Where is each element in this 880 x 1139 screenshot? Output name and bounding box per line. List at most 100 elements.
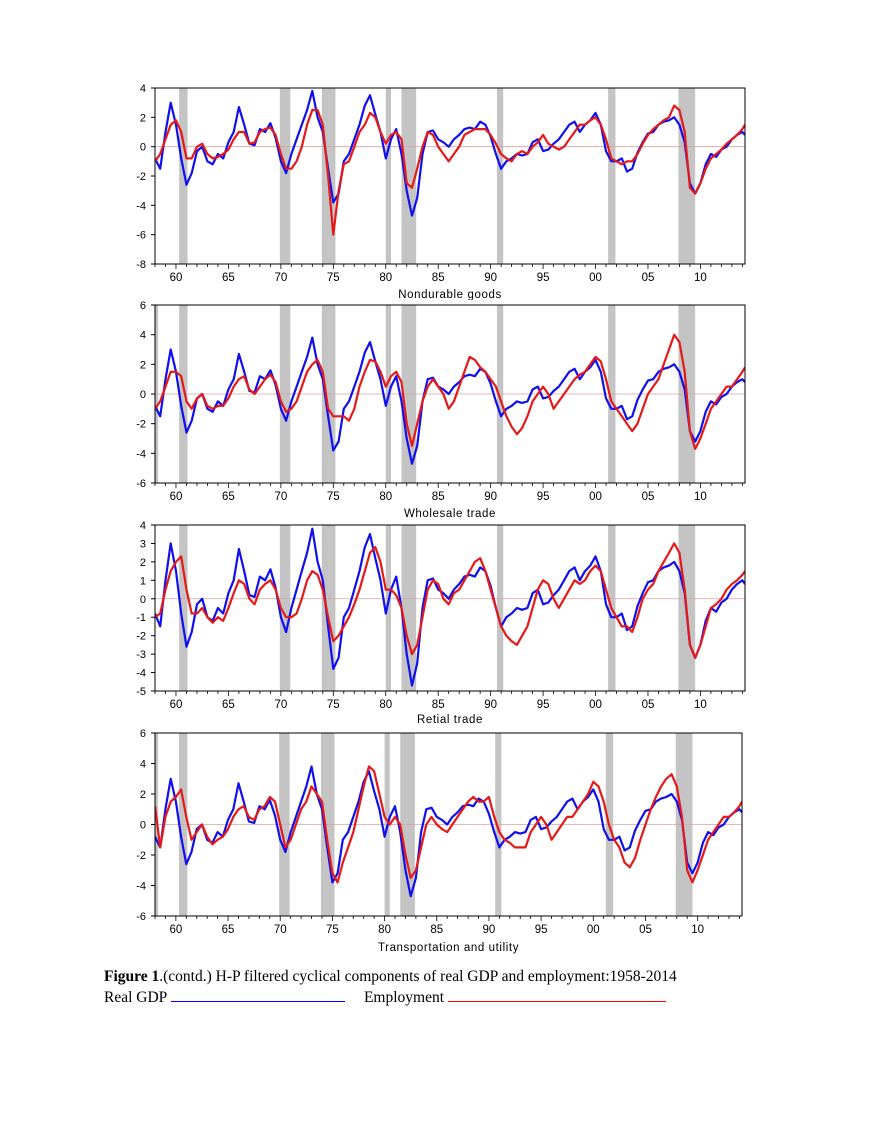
chart-wholesale-trade: 6 4 2 0 -2 -4 -6 60 65 70 75 80 85 90 95 00 05 10 Wholesal… <box>136 300 746 520</box>
x-tick-label: 80 <box>379 491 392 503</box>
y-tick-label: -5 <box>136 686 146 698</box>
series-line-real-gdp <box>155 89 745 217</box>
y-tick-label: 1 <box>140 575 146 587</box>
x-tick-label: 00 <box>587 924 600 936</box>
y-tick-label: -6 <box>136 230 146 242</box>
y-tick-label: -6 <box>136 478 146 490</box>
y-tick-label: -2 <box>136 419 146 431</box>
y-tick-label: -2 <box>136 171 146 183</box>
series-line-real-gdp <box>155 765 742 898</box>
x-tick-label: 80 <box>379 699 392 711</box>
x-tick-label: 60 <box>169 924 182 936</box>
series-line-employment <box>155 542 745 659</box>
y-tick-label: 2 <box>140 359 146 371</box>
x-tick-label: 10 <box>694 699 707 711</box>
series-line-employment <box>155 765 742 884</box>
recession-band-0 <box>179 525 188 691</box>
panel-label: Wholesale trade <box>404 508 496 520</box>
x-tick-label: 90 <box>484 699 497 711</box>
x-tick-label: 95 <box>537 699 550 711</box>
plot-frame <box>154 87 746 265</box>
x-tick-label: 85 <box>432 272 445 284</box>
recession-band-0 <box>179 88 188 264</box>
y-tick-label: 6 <box>140 300 146 312</box>
y-tick-label: -8 <box>136 259 146 271</box>
chart-transportation-utility: 6 4 2 0 -2 -4 -6 60 65 70 75 80 85 90 95 00 05 10 Transpor… <box>136 728 743 954</box>
x-tick-label: 95 <box>535 924 548 936</box>
plot-frame <box>154 524 746 692</box>
x-tick-label: 60 <box>170 491 183 503</box>
x-tick-label: 05 <box>642 491 655 503</box>
x-tick-label: 80 <box>379 272 392 284</box>
x-tick-label: 75 <box>327 272 340 284</box>
recession-band-1 <box>279 525 291 691</box>
legend-employment-line <box>447 1000 666 1002</box>
x-tick-label: 75 <box>327 699 340 711</box>
x-tick-label: 65 <box>222 924 235 936</box>
y-tick-label: 0 <box>140 820 146 832</box>
x-tick-label: 80 <box>378 924 391 936</box>
x-tick-label: 90 <box>483 924 496 936</box>
x-tick-label: 70 <box>274 272 287 284</box>
x-tick-label: 05 <box>642 699 655 711</box>
x-tick-label: 95 <box>537 491 550 503</box>
y-tick-label: 4 <box>140 520 146 532</box>
x-tick-label: 70 <box>274 699 287 711</box>
caption-title: Figure 1.(contd.) H-P filtered cyclical … <box>104 966 804 987</box>
panel-label: Transportation and utility <box>378 942 519 954</box>
recession-band-3 <box>385 525 391 691</box>
x-tick-label: 75 <box>327 491 340 503</box>
x-tick-label: 05 <box>642 272 655 284</box>
series-line-real-gdp <box>155 527 745 687</box>
x-tick-label: 70 <box>274 924 287 936</box>
x-tick-label: 90 <box>484 491 497 503</box>
x-tick-label: 60 <box>170 272 183 284</box>
recession-band-1 <box>279 88 291 264</box>
y-tick-label: 0 <box>140 389 146 401</box>
x-tick-label: 65 <box>222 272 235 284</box>
x-tick-label: 85 <box>432 699 445 711</box>
x-tick-label: 70 <box>274 491 287 503</box>
caption-label: Figure 1 <box>104 968 160 985</box>
legend-employment-label: Employment <box>363 989 445 1006</box>
recession-band-3 <box>385 88 391 264</box>
y-tick-label: 0 <box>140 594 146 606</box>
recession-band-6 <box>608 88 616 264</box>
y-tick-label: -6 <box>136 911 146 923</box>
y-tick-label: -4 <box>136 668 146 680</box>
x-tick-label: 65 <box>222 699 235 711</box>
x-tick-label: 75 <box>326 924 339 936</box>
caption-text: .(contd.) H-P filtered cyclical componen… <box>159 968 677 985</box>
y-tick-label: 6 <box>140 728 146 740</box>
x-tick-label: 00 <box>589 699 602 711</box>
y-tick-label: 3 <box>140 538 146 550</box>
legend-gdp-label: Real GDP <box>104 989 167 1006</box>
x-tick-label: 00 <box>589 272 602 284</box>
y-tick-label: -4 <box>136 448 146 460</box>
x-tick-label: 90 <box>484 272 497 284</box>
y-tick-label: -4 <box>136 881 146 893</box>
x-tick-label: 05 <box>639 924 652 936</box>
chart-nondurable-goods: 4 2 0 -2 -4 -6 -8 60 65 70 75 80 85 90 95 00 05 10 Nondura… <box>136 83 746 300</box>
y-tick-label: -1 <box>136 612 146 624</box>
x-tick-label: 85 <box>432 491 445 503</box>
recession-band-4 <box>401 88 417 264</box>
x-tick-label: 10 <box>691 924 704 936</box>
y-tick-label: 4 <box>140 759 146 771</box>
series-line-employment <box>155 333 745 450</box>
y-tick-label: 2 <box>140 112 146 124</box>
x-tick-label: 10 <box>694 491 707 503</box>
y-tick-label: -4 <box>136 200 146 212</box>
x-tick-label: 85 <box>430 924 443 936</box>
recession-band-5 <box>496 525 504 691</box>
y-tick-label: 0 <box>140 142 146 154</box>
series-line-real-gdp <box>155 336 745 465</box>
x-tick-label: 10 <box>694 272 707 284</box>
panel-label: Nondurable goods <box>398 289 502 300</box>
series-line-employment <box>155 104 745 236</box>
x-tick-label: 60 <box>170 699 183 711</box>
x-tick-label: 65 <box>222 491 235 503</box>
y-tick-label: -3 <box>136 649 146 661</box>
y-tick-label: 4 <box>140 330 146 342</box>
x-tick-label: 95 <box>537 272 550 284</box>
